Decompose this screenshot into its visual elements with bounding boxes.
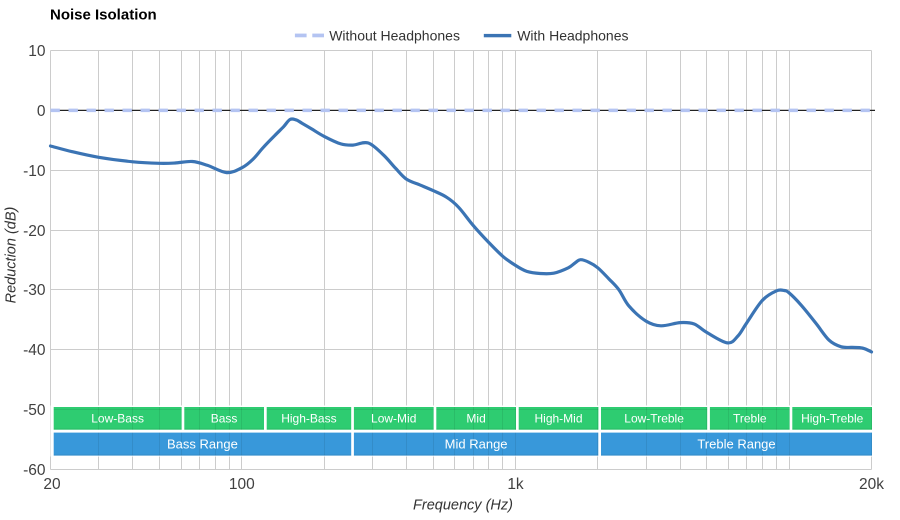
svg-text:-10: -10 bbox=[23, 163, 46, 180]
svg-text:High-Treble: High-Treble bbox=[801, 412, 864, 426]
svg-text:100: 100 bbox=[229, 476, 255, 493]
svg-text:Low-Mid: Low-Mid bbox=[371, 412, 416, 426]
svg-text:High-Mid: High-Mid bbox=[534, 412, 582, 426]
svg-text:20: 20 bbox=[43, 476, 61, 493]
svg-text:Without Headphones: Without Headphones bbox=[329, 27, 460, 43]
svg-text:Mid: Mid bbox=[466, 412, 485, 426]
svg-text:20k: 20k bbox=[859, 476, 884, 493]
svg-text:Noise Isolation: Noise Isolation bbox=[50, 6, 157, 23]
svg-text:Bass Range: Bass Range bbox=[167, 437, 238, 452]
svg-text:-30: -30 bbox=[23, 282, 46, 299]
svg-text:Low-Treble: Low-Treble bbox=[624, 412, 684, 426]
svg-text:10: 10 bbox=[28, 43, 46, 60]
svg-text:With Headphones: With Headphones bbox=[517, 27, 628, 43]
svg-text:0: 0 bbox=[37, 103, 46, 120]
svg-text:Frequency (Hz): Frequency (Hz) bbox=[413, 497, 513, 513]
svg-text:-60: -60 bbox=[23, 462, 46, 479]
svg-text:High-Bass: High-Bass bbox=[281, 412, 336, 426]
svg-text:Mid Range: Mid Range bbox=[445, 437, 508, 452]
svg-text:Bass: Bass bbox=[211, 412, 238, 426]
svg-text:1k: 1k bbox=[507, 476, 524, 493]
svg-text:Treble Range: Treble Range bbox=[697, 437, 775, 452]
svg-text:-40: -40 bbox=[23, 342, 46, 359]
svg-text:Treble: Treble bbox=[733, 412, 767, 426]
svg-text:-20: -20 bbox=[23, 223, 46, 240]
svg-text:Low-Bass: Low-Bass bbox=[91, 412, 144, 426]
svg-text:Reduction (dB): Reduction (dB) bbox=[3, 207, 19, 304]
svg-text:-50: -50 bbox=[23, 402, 46, 419]
